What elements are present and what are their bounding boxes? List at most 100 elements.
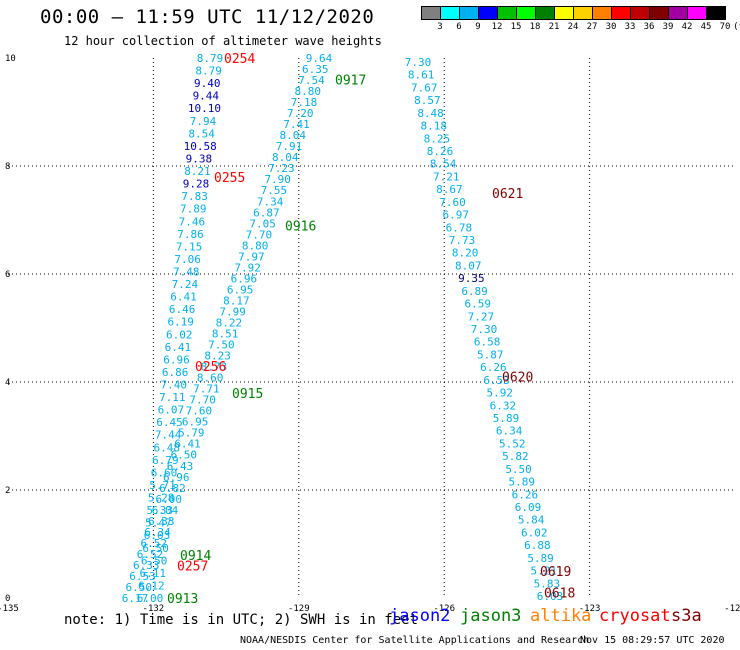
wave-height-value: 7.23	[268, 162, 295, 175]
wave-height-value: 6.04	[152, 504, 179, 517]
wave-height-value: 7.21	[433, 170, 460, 183]
wave-height-value: 8.57	[414, 94, 441, 107]
wave-height-value: 8.73	[201, 361, 228, 374]
wave-height-value: 5.33	[147, 504, 174, 517]
wave-height-value: 8.79	[195, 65, 222, 78]
wave-height-value: 6.26	[480, 361, 507, 374]
wave-height-value: 7.99	[219, 305, 246, 318]
pass-time-label: 0916	[285, 219, 316, 234]
wave-height-value: 6.00	[156, 493, 183, 506]
wave-height-value: 5.50	[505, 463, 532, 476]
wave-height-value: 6.58	[474, 336, 501, 349]
x-tick-label: -129	[288, 604, 310, 614]
wave-height-value: 6.88	[524, 539, 551, 552]
wave-height-value: 6.33	[148, 515, 175, 528]
wave-height-value: 8.51	[212, 328, 239, 341]
wave-height-value: 10.10	[188, 102, 221, 115]
x-tick-label: -135	[0, 604, 19, 614]
wave-height-value: 6.11	[140, 567, 167, 580]
wave-height-value: 8.25	[424, 132, 451, 145]
pass-time-label: 0619	[540, 565, 571, 580]
x-tick-label: -120	[724, 604, 740, 614]
wave-height-value: 6.48	[153, 441, 180, 454]
wave-height-value: 7.46	[179, 215, 206, 228]
color-scale-label: 18	[529, 22, 541, 32]
wave-height-value: 7.30	[405, 56, 432, 69]
wave-height-value: 6.52	[141, 537, 168, 550]
wave-height-value: 6.96	[163, 471, 190, 484]
wave-height-value: 5.92	[486, 387, 513, 400]
pass-time-label: 0256	[195, 360, 226, 375]
wave-height-value: 8.61	[408, 69, 435, 82]
color-scale-label: 24	[567, 22, 579, 32]
wave-height-value: 5.52	[499, 437, 526, 450]
y-tick-label: 0	[5, 594, 10, 604]
wave-height-value: 6.41	[165, 341, 192, 354]
wave-height-value: 5.89	[508, 476, 535, 489]
wave-height-value: 7.67	[411, 81, 438, 94]
wave-height-value: 7.83	[181, 190, 208, 203]
wave-height-value: 5.21	[530, 565, 557, 578]
legend-s3a: s3a	[671, 606, 702, 626]
wave-height-value: 6.50	[126, 581, 153, 594]
wave-height-value: 6.97	[442, 209, 469, 222]
wave-height-value: 8.54	[188, 127, 215, 140]
wave-height-value: 6.02	[521, 526, 548, 539]
wave-height-value: 7.44	[155, 429, 182, 442]
wave-height-value: 9.28	[183, 178, 210, 191]
wave-height-value: 7.50	[208, 339, 235, 352]
wave-height-value: 6.82	[159, 482, 186, 495]
wave-height-value: 7.41	[283, 118, 310, 131]
wave-height-value: 6.95	[182, 416, 209, 429]
wave-height-value: 6.60	[151, 466, 178, 479]
color-scale-label: 27	[586, 22, 598, 32]
wave-height-value: 7.30	[471, 323, 498, 336]
y-tick-label: 8	[5, 162, 10, 172]
wave-height-value: 7.40	[160, 379, 187, 392]
wave-height-value: 6.09	[515, 501, 542, 514]
pass-time-label: 0621	[492, 187, 523, 202]
map-subtitle: 12 hour collection of altimeter wave hei…	[64, 34, 382, 48]
legend-cryosat: cryosat	[599, 606, 671, 626]
y-tick-label: 4	[5, 378, 10, 388]
wave-height-value: 6.33	[133, 559, 160, 572]
wave-height-value: 6.53	[129, 570, 156, 583]
color-scale-label: 15	[510, 22, 522, 32]
wave-height-value: 6.50	[171, 449, 198, 462]
wave-height-value: 5.87	[477, 348, 504, 361]
wave-height-value: 7.70	[246, 228, 273, 241]
wave-height-value: 5.89	[527, 552, 554, 565]
wave-height-value: 6.45	[156, 416, 183, 429]
wave-height-value: 8.67	[436, 183, 463, 196]
wave-height-value: 7.94	[190, 115, 217, 128]
wave-height-value: 7.55	[261, 184, 288, 197]
x-tick-label: -126	[433, 604, 455, 614]
color-scale-label: (ft)	[733, 22, 740, 32]
wave-height-value: 6.86	[162, 366, 189, 379]
wave-height-value: 8.18	[420, 120, 447, 133]
wave-height-value: 8.80	[294, 85, 321, 98]
wave-height-value: 7.24	[172, 278, 199, 291]
legend-jason2: jason2	[389, 606, 451, 626]
y-tick-label: 10	[5, 54, 16, 64]
wave-height-value: 7.18	[291, 96, 318, 109]
footer-note: note: 1) Time is in UTC; 2) SWH is in fe…	[64, 612, 419, 628]
y-tick-label: 6	[5, 270, 10, 280]
wave-height-value: 8.23	[204, 350, 231, 363]
wave-height-value: 8.20	[452, 247, 479, 260]
wave-height-value: 7.89	[180, 203, 207, 216]
pass-time-label: 0255	[214, 171, 245, 186]
wave-height-value: 5.84	[518, 514, 545, 527]
wave-height-value: 6.50	[141, 554, 168, 567]
wave-height-value: 8.04	[279, 129, 306, 142]
wave-height-value: 8.79	[197, 52, 224, 65]
pass-time-label: 0257	[177, 560, 208, 575]
wave-height-value: 8.80	[242, 239, 269, 252]
color-scale-label: 45	[700, 22, 712, 32]
wave-height-value: 6.95	[227, 283, 254, 296]
wave-height-value: 8.26	[427, 145, 454, 158]
wave-height-value: 7.54	[298, 74, 325, 87]
wave-height-value: 7.90	[264, 173, 291, 186]
